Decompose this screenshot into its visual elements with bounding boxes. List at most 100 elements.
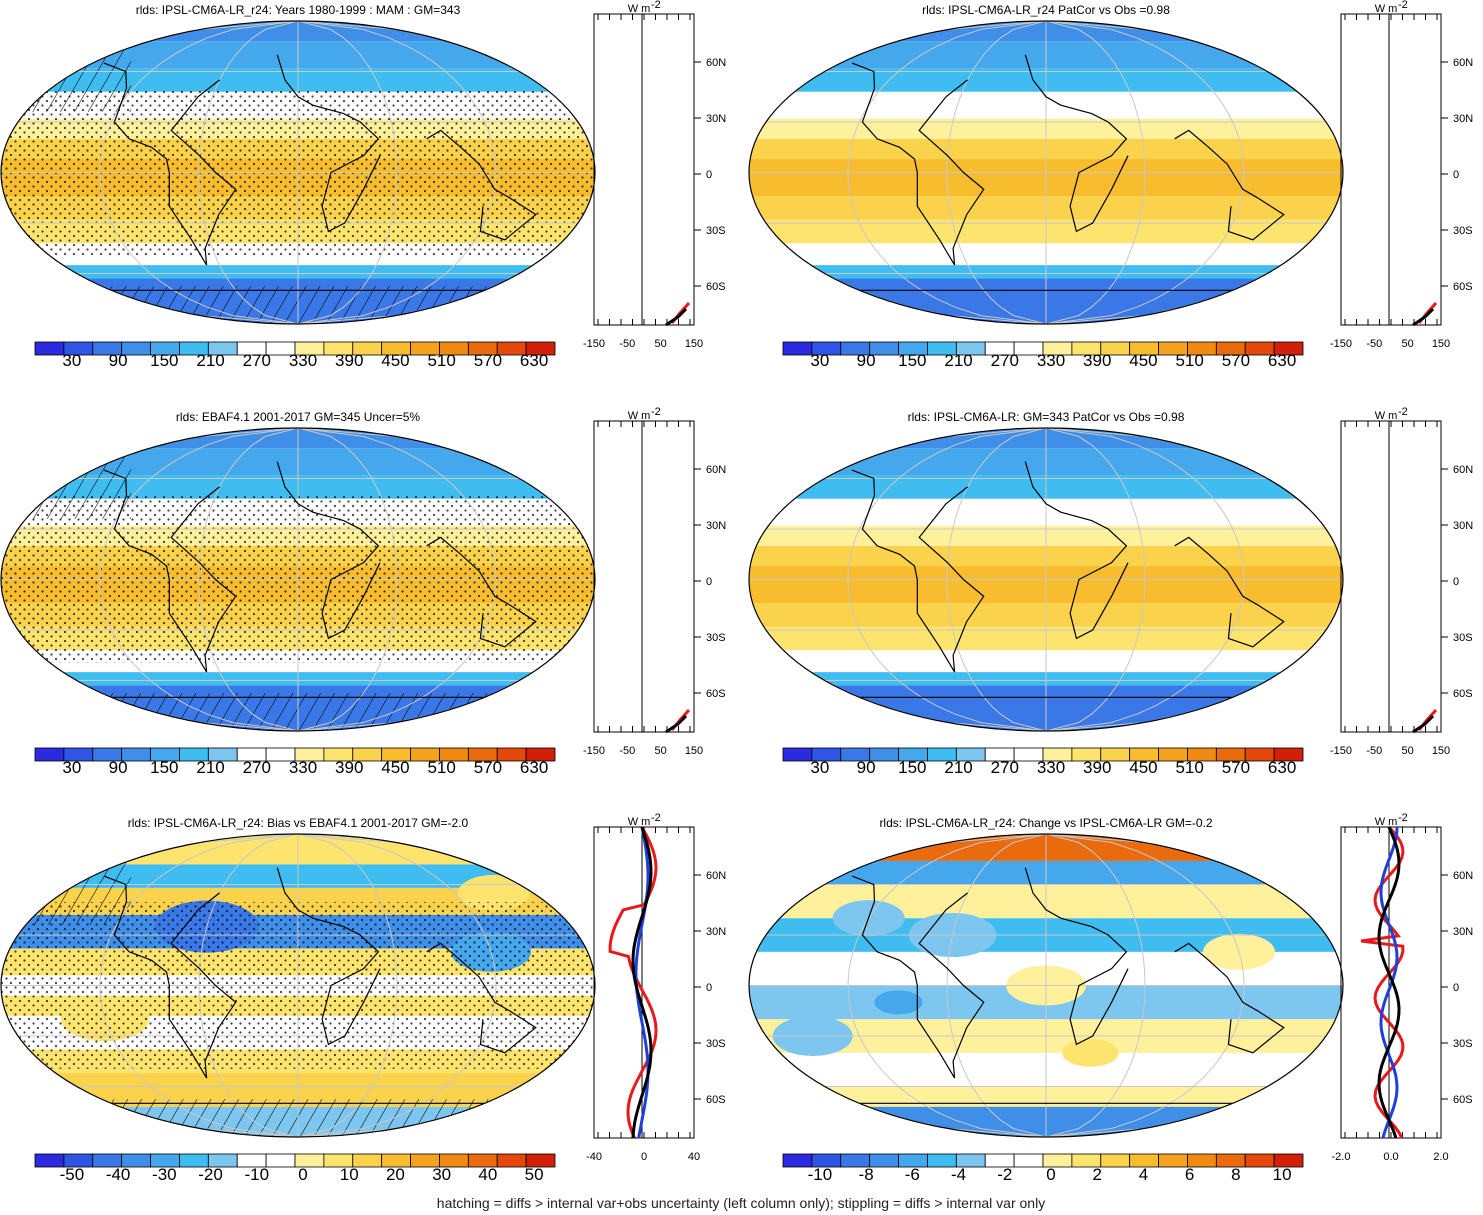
lat-label: 30S (1453, 632, 1473, 644)
coastline (1174, 942, 1285, 1054)
lat-label: 30S (706, 225, 726, 237)
colorbar-label: 570 (474, 351, 502, 370)
colorbar-label: 450 (381, 351, 409, 370)
lat-label: 30N (1453, 520, 1473, 532)
zonal-mean-plot: W m -2 60N 30N 0 30S 60S -150 -50 50 150 (583, 0, 726, 350)
colorbar-label: 450 (1129, 351, 1157, 370)
lat-label: 0 (706, 982, 712, 994)
zonal-mean-plot: W m -2 60N 30N 0 30S 60S -150 -50 50 150 (1330, 0, 1473, 350)
panel-2: rlds: IPSL-CM6A-LR_r24 PatCor vs Obs =0.… (748, 0, 1473, 370)
graticule-meridian (297, 21, 497, 324)
zonal-frame (593, 420, 695, 733)
map-field (1, 21, 595, 324)
model-profile (665, 714, 688, 734)
colorbar-label: 390 (1083, 758, 1111, 777)
colorbar-label: 150 (150, 758, 178, 777)
colorbar-label: 630 (1268, 351, 1296, 370)
panel-6: rlds: IPSL-CM6A-LR_r24: Change vs IPSL-C… (748, 812, 1473, 1184)
zonal-frame (1340, 13, 1442, 326)
hatching (1, 36, 132, 112)
zonal-tick-label: -150 (1330, 745, 1352, 757)
colorbar-swatch (525, 341, 556, 356)
zonal-unit-exponent: -2 (651, 812, 661, 824)
colorbar-label: 210 (944, 758, 972, 777)
coastline (851, 62, 985, 266)
map-outline (748, 427, 1344, 732)
lat-label: 0 (706, 169, 712, 181)
graticule-meridian (946, 834, 1047, 1137)
colorbar-label: 30 (810, 758, 829, 777)
graticule-meridian (847, 428, 1047, 731)
lat-label: 0 (1453, 982, 1459, 994)
colorbar-label: 6 (1185, 1165, 1194, 1184)
colorbar-label: 20 (386, 1165, 405, 1184)
graticule-meridian (198, 21, 299, 324)
graticule-meridian (297, 21, 398, 324)
panel-title: rlds: IPSL-CM6A-LR_r24: Bias vs EBAF4.1 … (128, 816, 469, 830)
colorbar-label: 390 (335, 351, 363, 370)
zonal-tick-label: 150 (1432, 338, 1450, 350)
lat-label: 60S (1453, 688, 1473, 700)
panel-3: rlds: EBAF4.1 2001-2017 GM=345 Uncer=5% 3… (0, 406, 726, 777)
panel-1: rlds: IPSL-CM6A-LR_r24: Years 1980-1999 … (0, 0, 726, 370)
colorbar-label: -6 (905, 1165, 920, 1184)
panel-title: rlds: IPSL-CM6A-LR: GM=343 PatCor vs Obs… (908, 410, 1185, 424)
zonal-frame (1340, 420, 1442, 733)
colorbar-label: 0 (298, 1165, 307, 1184)
obs-profile (1360, 826, 1405, 1139)
colorbar-swatch (869, 1153, 899, 1168)
colorbar-label: -40 (106, 1165, 131, 1184)
colorbar-label: 570 (1222, 351, 1250, 370)
lat-label: 0 (1453, 169, 1459, 181)
zonal-mean-plot: W m -2 60N 30N 0 30S 60S -2.0 0.0 2.0 (1332, 812, 1474, 1163)
graticule-meridian (297, 834, 497, 1137)
colorbar-label: 570 (474, 758, 502, 777)
coastline (426, 129, 537, 241)
zonal-unit-exponent: -2 (1398, 812, 1408, 824)
colorbar: 30 90 150 210 270 330 390 450 510 570 630 (34, 341, 556, 370)
colorbar-label: 390 (335, 758, 363, 777)
graticule-meridian (297, 428, 398, 731)
colorbar-label: 390 (1083, 351, 1111, 370)
model-profile (1412, 714, 1435, 734)
colorbar-label: 270 (991, 758, 1019, 777)
lat-label: 60S (1453, 281, 1473, 293)
coastline (851, 875, 985, 1079)
colorbar-label: -10 (244, 1165, 269, 1184)
coastline (1174, 536, 1285, 648)
colorbar-label: 50 (525, 1165, 544, 1184)
map-outline (0, 427, 596, 732)
colorbar-swatch (1273, 341, 1304, 356)
lat-label: 60S (706, 1094, 726, 1106)
colorbar-label: 270 (243, 758, 271, 777)
colorbar-label: 210 (196, 351, 224, 370)
graticule-meridian (99, 428, 299, 731)
zonal-tick-label: -50 (619, 745, 635, 757)
zonal-unit-label: W m (628, 816, 651, 828)
panel-4: rlds: IPSL-CM6A-LR: GM=343 PatCor vs Obs… (748, 406, 1473, 777)
colorbar-label: 450 (1129, 758, 1157, 777)
zonal-unit-label: W m (628, 3, 651, 15)
lat-label: 0 (1453, 576, 1459, 588)
colorbar-label: 90 (857, 351, 876, 370)
colorbar-label: 510 (1175, 351, 1203, 370)
zonal-tick-label: -150 (1330, 338, 1352, 350)
graticule-meridian (99, 21, 299, 324)
model-profile (1412, 307, 1435, 327)
colorbar-label: -10 (808, 1165, 833, 1184)
lat-label: 30S (1453, 225, 1473, 237)
panel-title: rlds: IPSL-CM6A-LR_r24: Years 1980-1999 … (136, 3, 461, 17)
model-profile (631, 826, 653, 1139)
zonal-tick-label: -40 (586, 1151, 602, 1163)
anomaly-patch (874, 990, 923, 1015)
colorbar-label: 90 (857, 758, 876, 777)
map-field (749, 834, 1343, 1137)
colorbar-swatch (1100, 1153, 1131, 1168)
colorbar-swatch (1244, 1153, 1275, 1168)
obs-profile (608, 826, 658, 1139)
graticule-meridian (1045, 428, 1146, 731)
coastline (426, 536, 537, 648)
colorbar-label: 10 (1273, 1165, 1292, 1184)
colorbar-label: 270 (243, 351, 271, 370)
lat-label: 30N (706, 113, 726, 125)
